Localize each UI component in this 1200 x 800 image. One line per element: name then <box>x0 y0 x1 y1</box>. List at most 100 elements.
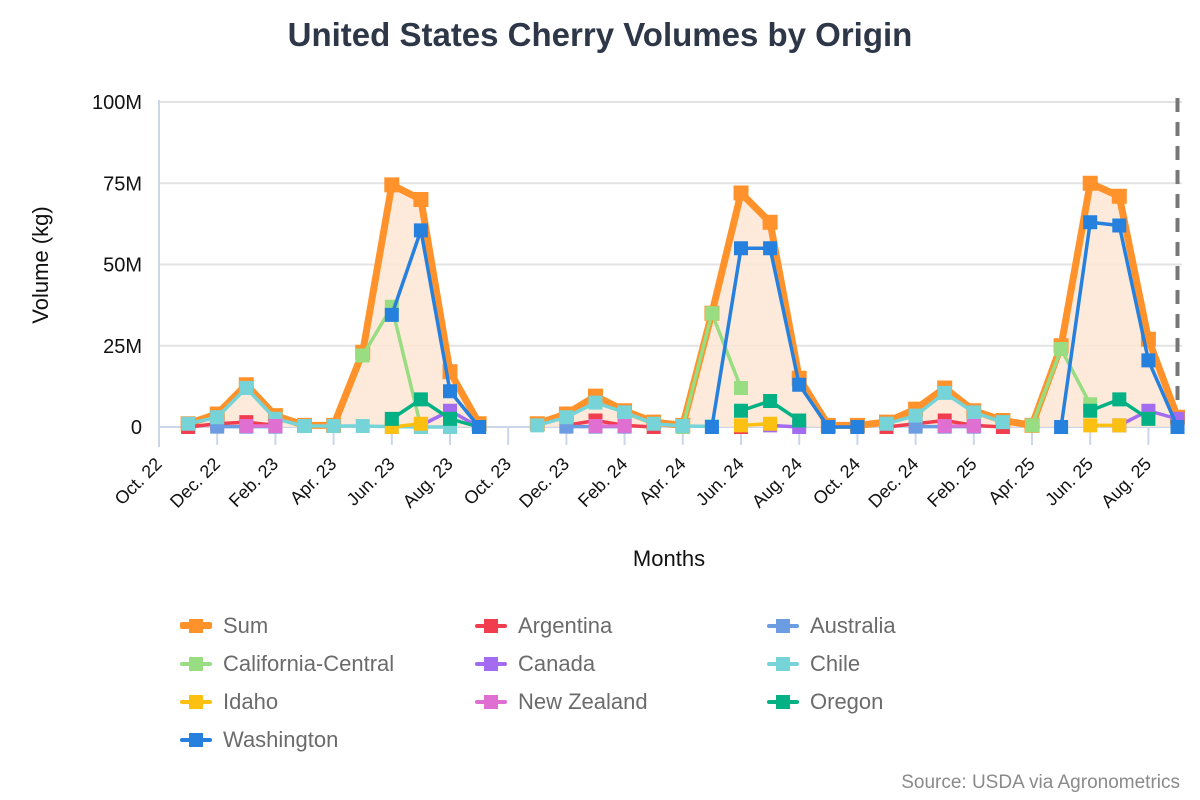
data-point <box>384 411 399 426</box>
data-point <box>704 306 719 321</box>
data-point <box>1054 342 1069 356</box>
data-point <box>443 411 457 426</box>
data-point <box>1112 418 1127 433</box>
legend-item-chile[interactable]: Chile <box>767 650 1067 678</box>
legend-item-australia[interactable]: Australia <box>767 612 1067 640</box>
data-point <box>1141 411 1156 426</box>
data-point <box>763 394 778 408</box>
data-point <box>384 177 400 193</box>
x-tick-label: Dec. 23 <box>515 454 573 512</box>
series-line <box>187 420 276 429</box>
series-washington <box>384 215 1185 434</box>
legend-item-idaho[interactable]: Idaho <box>180 688 475 716</box>
x-tick-label: Dec. 22 <box>166 454 224 512</box>
legend-item-oregon[interactable]: Oregon <box>767 688 1067 716</box>
data-point <box>443 384 457 399</box>
data-point <box>966 419 981 434</box>
data-point <box>1112 392 1127 407</box>
data-point <box>1112 218 1127 233</box>
x-tick-label: Jun. 25 <box>1041 454 1097 510</box>
y-tick-label: 100M <box>92 92 142 114</box>
legend-swatch-icon <box>767 654 799 674</box>
legend-label: Idaho <box>223 689 279 714</box>
x-axis-label: Months <box>633 546 705 571</box>
x-tick-label: Jun. 24 <box>692 454 748 510</box>
data-point <box>326 419 341 434</box>
data-point <box>908 419 923 434</box>
data-point <box>413 392 428 407</box>
y-tick-label: 0 <box>131 417 142 439</box>
legend-label: Australia <box>810 613 896 638</box>
data-point <box>1082 175 1098 191</box>
legend-item-sum[interactable]: Sum <box>180 612 475 640</box>
data-point <box>734 381 748 395</box>
y-axis-label: Volume (kg) <box>28 206 53 323</box>
data-point <box>588 395 603 410</box>
legend-swatch-icon <box>475 692 507 712</box>
series-line <box>390 397 480 429</box>
x-tick-label: Feb. 23 <box>225 454 282 511</box>
x-tick-label: Oct. 24 <box>809 454 864 509</box>
data-point <box>472 420 487 434</box>
data-point <box>1141 353 1156 368</box>
legend-swatch-icon <box>767 616 799 636</box>
data-point <box>1025 418 1039 433</box>
data-point <box>413 223 428 238</box>
series-idaho <box>384 416 1127 434</box>
y-tick-label: 75M <box>103 173 142 195</box>
data-point <box>792 377 807 392</box>
y-tick-label: 50M <box>103 255 142 277</box>
data-point <box>181 416 196 431</box>
legend-item-new-zealand[interactable]: New Zealand <box>475 688 767 716</box>
data-point <box>762 214 778 230</box>
data-point <box>704 420 719 434</box>
x-tick-label: Aug. 23 <box>399 454 457 512</box>
legend-label: Oregon <box>810 689 884 714</box>
data-point <box>879 416 894 431</box>
data-point <box>413 192 429 207</box>
gridlines <box>159 101 1182 347</box>
data-point <box>413 416 428 431</box>
legend-swatch-icon <box>180 692 212 712</box>
data-point <box>1083 418 1098 433</box>
legend-item-argentina[interactable]: Argentina <box>475 612 767 640</box>
data-point <box>792 413 807 428</box>
legend-label: New Zealand <box>518 689 648 714</box>
data-point <box>966 405 981 420</box>
series-line <box>566 418 654 429</box>
data-point <box>734 403 748 418</box>
series-oregon <box>384 392 1156 434</box>
legend-item-california-central[interactable]: California-Central <box>180 650 475 678</box>
legend-item-canada[interactable]: Canada <box>475 650 767 678</box>
data-point <box>763 241 778 256</box>
data-point <box>1111 188 1127 204</box>
x-tick-label: Apr. 24 <box>635 454 689 508</box>
data-point <box>733 185 749 201</box>
data-point <box>995 415 1010 430</box>
data-point <box>763 416 778 431</box>
legend: Sum Argentina Australia California-Central C… <box>180 612 1080 754</box>
data-point <box>850 420 865 434</box>
legend-swatch-icon <box>180 616 212 636</box>
data-point <box>1083 215 1098 230</box>
x-tick-label: Aug. 24 <box>748 454 806 512</box>
data-point <box>384 307 399 322</box>
data-point <box>617 419 632 434</box>
legend-label: California-Central <box>223 651 395 676</box>
data-point <box>588 419 603 434</box>
legend-swatch-icon <box>767 692 799 712</box>
x-tick-label: Feb. 24 <box>574 454 631 511</box>
x-tick-label: Dec. 24 <box>864 454 922 512</box>
data-point <box>908 408 923 423</box>
legend-item-washington[interactable]: Washington <box>180 726 475 754</box>
x-tick-label: Oct. 22 <box>111 454 166 509</box>
data-point <box>646 416 661 431</box>
x-tick-label: Apr. 23 <box>286 454 340 508</box>
data-point <box>734 241 748 256</box>
data-point <box>734 418 748 433</box>
data-point <box>1083 403 1098 418</box>
series-line <box>390 228 481 429</box>
legend-label: Sum <box>223 613 269 638</box>
